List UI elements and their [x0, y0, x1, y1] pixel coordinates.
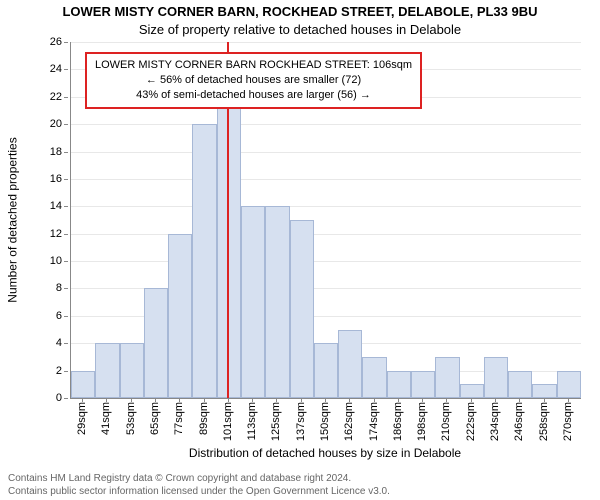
y-axis-label: Number of detached properties: [4, 42, 22, 398]
x-tick: 101sqm: [222, 402, 234, 441]
footer-line-1: Contains HM Land Registry data © Crown c…: [8, 473, 390, 486]
chart-bar: [290, 220, 314, 398]
chart-bar: [532, 384, 556, 398]
x-axis-label: Distribution of detached houses by size …: [70, 446, 580, 460]
x-tick: 198sqm: [416, 402, 428, 441]
chart-bar: [144, 288, 168, 398]
y-tick: 18: [50, 146, 62, 158]
chart-bar: [120, 343, 144, 398]
y-tick: 4: [56, 337, 62, 349]
x-tick: 234sqm: [489, 402, 501, 441]
chart-bar: [484, 357, 508, 398]
y-tick: 20: [50, 118, 62, 130]
chart-bar: [241, 206, 265, 398]
y-tick: 2: [56, 365, 62, 377]
x-tick: 113sqm: [246, 402, 258, 440]
legend-line-2: ← 56% of detached houses are smaller (72…: [95, 73, 412, 88]
y-tick: 24: [50, 63, 62, 75]
chart-bar: [265, 206, 289, 398]
x-tick: 150sqm: [319, 402, 331, 441]
chart-bar: [71, 371, 95, 398]
x-tick: 186sqm: [392, 402, 404, 441]
page-subtitle: Size of property relative to detached ho…: [0, 22, 600, 37]
x-tick: 137sqm: [295, 402, 307, 441]
chart-bar: [314, 343, 338, 398]
y-tick: 10: [50, 255, 62, 267]
chart-bar: [95, 343, 119, 398]
chart-bar: [217, 97, 241, 398]
chart-bar: [387, 371, 411, 398]
y-tick: 16: [50, 173, 62, 185]
footer-line-2: Contains public sector information licen…: [8, 486, 390, 499]
x-tick: 222sqm: [465, 402, 477, 441]
chart-legend-box: LOWER MISTY CORNER BARN ROCKHEAD STREET:…: [85, 52, 422, 109]
y-axis-ticks: 02468101214161820222426: [22, 42, 68, 398]
legend-line-1: LOWER MISTY CORNER BARN ROCKHEAD STREET:…: [95, 58, 412, 73]
y-tick: 12: [50, 228, 62, 240]
x-tick: 53sqm: [125, 402, 137, 435]
y-tick: 22: [50, 91, 62, 103]
y-tick: 14: [50, 200, 62, 212]
chart-bar: [460, 384, 484, 398]
x-tick: 29sqm: [76, 402, 88, 435]
y-tick: 0: [56, 392, 62, 404]
chart-bar: [557, 371, 581, 398]
x-tick: 270sqm: [562, 402, 574, 441]
x-tick: 162sqm: [343, 402, 355, 441]
chart-bar: [411, 371, 435, 398]
page-title: LOWER MISTY CORNER BARN, ROCKHEAD STREET…: [0, 4, 600, 19]
x-tick: 41sqm: [100, 402, 112, 435]
y-tick: 6: [56, 310, 62, 322]
footer-attribution: Contains HM Land Registry data © Crown c…: [8, 473, 390, 498]
chart-plot-area: LOWER MISTY CORNER BARN ROCKHEAD STREET:…: [70, 42, 581, 399]
chart-bar: [508, 371, 532, 398]
chart-bar: [362, 357, 386, 398]
chart-bar: [192, 124, 216, 398]
chart-bar: [435, 357, 459, 398]
x-tick: 246sqm: [513, 402, 525, 441]
y-tick: 26: [50, 36, 62, 48]
y-tick: 8: [56, 282, 62, 294]
x-tick: 210sqm: [440, 402, 452, 441]
x-tick: 174sqm: [368, 402, 380, 441]
x-tick: 258sqm: [538, 402, 550, 441]
x-tick: 77sqm: [173, 402, 185, 435]
chart-bar: [168, 234, 192, 398]
chart-bar: [338, 330, 362, 398]
x-tick: 125sqm: [270, 402, 282, 441]
x-tick: 65sqm: [149, 402, 161, 435]
x-tick: 89sqm: [198, 402, 210, 435]
legend-line-3: 43% of semi-detached houses are larger (…: [95, 88, 412, 103]
